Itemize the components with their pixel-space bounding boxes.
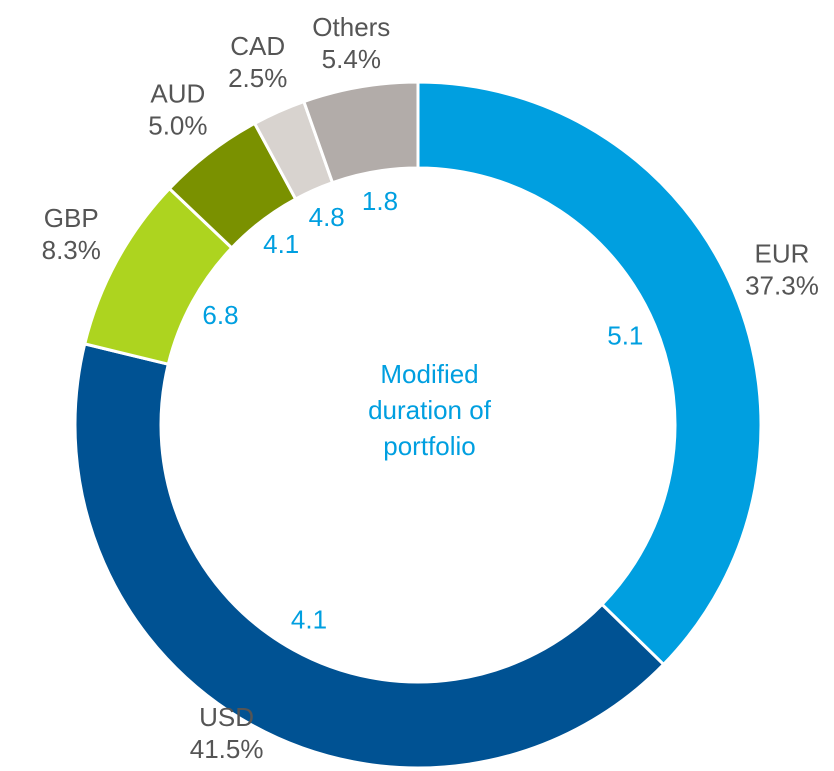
center-label: Modified duration of portfolio xyxy=(368,359,491,461)
duration-label: 4.1 xyxy=(263,229,299,259)
segment-label: GBP 8.3% xyxy=(42,203,101,265)
value-label: 5.0% xyxy=(148,110,207,140)
segment-label: AUD 5.0% xyxy=(148,78,207,140)
category-label: CAD xyxy=(230,31,285,61)
donut-segment xyxy=(73,342,666,770)
category-label: USD xyxy=(199,702,254,732)
value-label: 5.4% xyxy=(322,44,381,74)
category-label: Others xyxy=(312,12,390,42)
category-label: GBP xyxy=(44,203,99,233)
duration-label: 6.8 xyxy=(202,300,238,330)
duration-label: 4.8 xyxy=(309,202,345,232)
segment-label: EUR 37.3% xyxy=(745,238,819,300)
value-label: 37.3% xyxy=(745,270,819,300)
segment-label: Others 5.4% xyxy=(312,12,390,74)
duration-label: 4.1 xyxy=(291,605,327,635)
value-label: 2.5% xyxy=(228,63,287,93)
category-label: EUR xyxy=(755,238,810,268)
donut-segment xyxy=(416,80,763,667)
segment-label: USD 41.5% xyxy=(190,702,264,764)
duration-label: 1.8 xyxy=(362,186,398,216)
duration-label: 5.1 xyxy=(607,320,643,350)
value-label: 41.5% xyxy=(190,734,264,764)
value-label: 8.3% xyxy=(42,235,101,265)
segment-label: CAD 2.5% xyxy=(228,31,287,93)
donut-segment xyxy=(301,80,420,185)
category-label: AUD xyxy=(150,78,205,108)
